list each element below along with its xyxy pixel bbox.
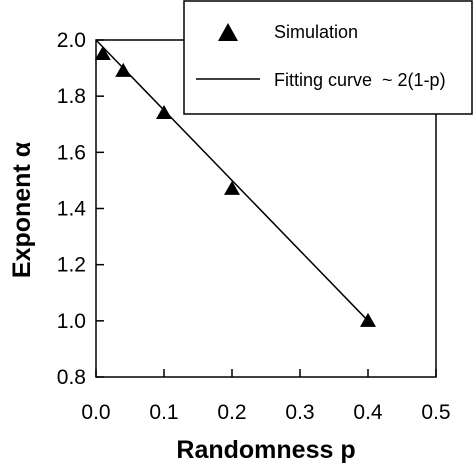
- x-tick-label: 0.1: [149, 401, 178, 424]
- y-tick-label: 0.8: [57, 366, 86, 389]
- x-tick-label: 0.2: [217, 401, 246, 424]
- fitting-curve-line: [95, 39, 369, 322]
- legend-label-simulation: Simulation: [274, 22, 358, 42]
- y-tick-label: 1.8: [57, 85, 86, 108]
- y-axis-title: Exponent α: [8, 141, 36, 278]
- y-tick-label: 1.0: [57, 310, 86, 333]
- simulation-point: [224, 180, 240, 195]
- y-tick-label: 1.6: [57, 141, 86, 164]
- x-tick-label: 0.0: [81, 401, 110, 424]
- legend-triangle-icon: [218, 23, 238, 41]
- legend: Simulation Fitting curve ~ 2(1-p): [183, 0, 473, 115]
- y-axis-ticks: 0.8 1.0 1.2 1.4 1.6 1.8 2.0: [57, 29, 104, 389]
- x-axis-ticks: 0.0 0.1 0.2 0.3 0.4 0.5: [81, 369, 451, 424]
- legend-box: [183, 0, 473, 115]
- y-tick-label: 1.2: [57, 254, 86, 277]
- x-tick-label: 0.4: [353, 401, 383, 424]
- legend-label-fitting-curve: Fitting curve ~ 2(1-p): [274, 70, 446, 90]
- fitting-curve-layer: [95, 39, 369, 322]
- x-axis-title: Randomness p: [176, 436, 355, 464]
- simulation-point: [156, 105, 172, 120]
- simulation-point: [115, 62, 132, 77]
- simulation-markers-layer: [94, 46, 376, 327]
- y-tick-label: 2.0: [57, 29, 86, 52]
- x-tick-label: 0.3: [285, 401, 314, 424]
- simulation-point: [94, 46, 111, 61]
- x-tick-label: 0.5: [421, 401, 450, 424]
- simulation-point: [360, 312, 376, 327]
- y-tick-label: 1.4: [57, 198, 87, 221]
